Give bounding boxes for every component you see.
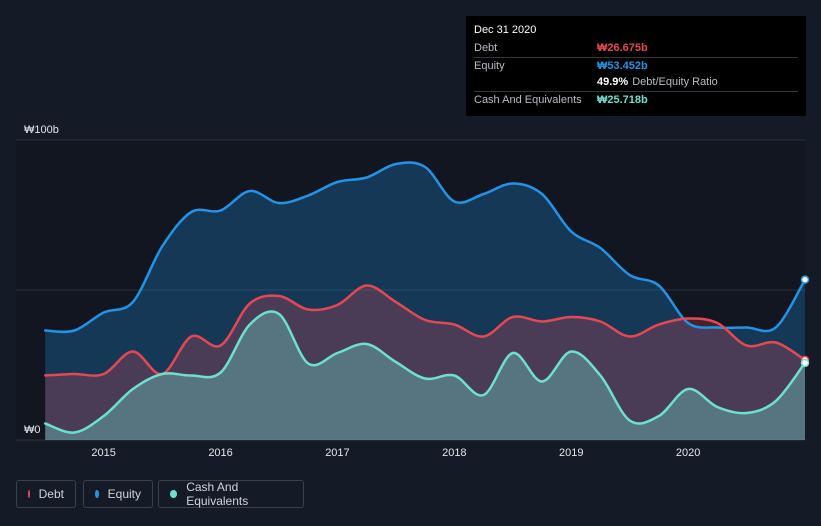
legend-item-debt[interactable]: Debt xyxy=(16,480,76,508)
x-tick-label: 2019 xyxy=(559,447,583,459)
grid-lines xyxy=(16,139,805,441)
legend-equity-label: Equity xyxy=(107,487,141,501)
equity-end-marker xyxy=(800,275,810,284)
debt-dot-icon xyxy=(28,490,30,498)
cash-and-equivalents-line xyxy=(43,310,807,434)
x-tick-label: 2015 xyxy=(91,447,115,459)
tooltip-ratio-row: 49.9% Debt/Equity Ratio xyxy=(474,74,798,92)
cash-and-equivalents-area xyxy=(45,311,805,440)
y-tick-label: ₩0 xyxy=(24,424,41,436)
equity-area xyxy=(45,162,805,440)
x-tick-label: 2020 xyxy=(676,447,700,459)
cash-dot-icon xyxy=(170,490,178,498)
tooltip-debt-label: Debt xyxy=(474,42,498,55)
end-markers xyxy=(800,275,810,368)
tooltip-equity-value: ₩53.452b xyxy=(597,59,648,72)
x-tick-label: 2017 xyxy=(325,447,349,459)
x-tick-label: 2018 xyxy=(442,447,466,459)
tooltip-equity-row: Equity ₩53.452b xyxy=(474,58,798,75)
tooltip-equity-label: Equity xyxy=(474,59,505,72)
tooltip-cash-value: ₩25.718b xyxy=(597,93,648,106)
legend-debt-label: Debt xyxy=(38,487,64,501)
x-tick-label: 2016 xyxy=(208,447,232,459)
equity-line xyxy=(43,161,807,334)
data-tooltip: Dec 31 2020 Debt ₩26.675b Equity ₩53.452… xyxy=(466,16,806,116)
axis-labels: ₩0 ₩100b 2015 2016 2017 2018 2019 2020 xyxy=(24,124,700,459)
legend-item-equity[interactable]: Equity xyxy=(83,480,153,508)
legend-cash-label: Cash And Equivalents xyxy=(186,480,249,508)
legend-item-cash[interactable]: Cash And Equivalents xyxy=(158,480,304,508)
tooltip-ratio-label: Debt/Equity Ratio xyxy=(632,76,718,89)
cash-and-equivalents-end-marker xyxy=(800,358,810,368)
tooltip-date: Dec 31 2020 xyxy=(474,24,537,36)
series-lines xyxy=(43,161,807,434)
tooltip-ratio-value: 49.9% xyxy=(597,76,629,89)
tooltip-cash-row: Cash And Equivalents ₩25.718b xyxy=(474,92,798,109)
debt-line xyxy=(43,284,807,377)
tooltip-debt-value: ₩26.675b xyxy=(597,42,648,55)
y-tick-label: ₩100b xyxy=(24,124,59,136)
equity-dot-icon xyxy=(95,490,99,498)
tooltip-cash-label: Cash And Equivalents xyxy=(474,93,582,106)
tooltip-debt-row: Debt ₩26.675b xyxy=(474,40,798,58)
